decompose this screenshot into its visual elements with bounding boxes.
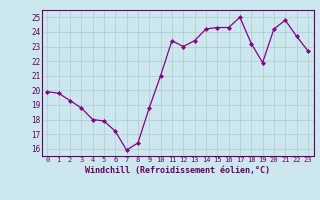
X-axis label: Windchill (Refroidissement éolien,°C): Windchill (Refroidissement éolien,°C) xyxy=(85,166,270,175)
